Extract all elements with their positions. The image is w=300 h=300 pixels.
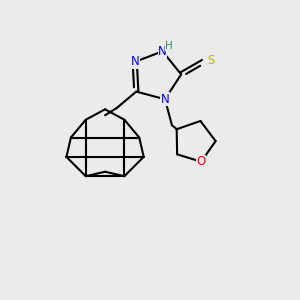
Text: S: S — [208, 54, 215, 67]
Text: N: N — [158, 45, 167, 58]
Text: O: O — [196, 155, 206, 168]
Text: N: N — [130, 56, 139, 68]
Text: N: N — [160, 93, 169, 106]
Text: H: H — [165, 41, 173, 51]
